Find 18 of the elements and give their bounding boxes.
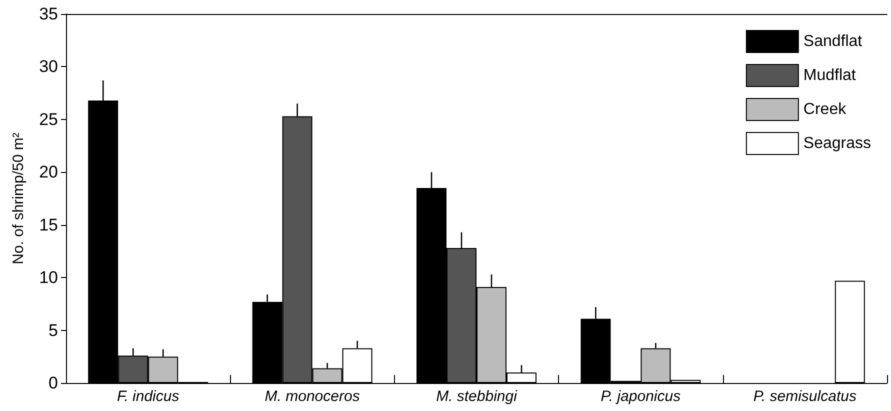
y-tick-label: 25 <box>39 110 58 129</box>
legend-label: Creek <box>803 101 848 118</box>
y-tick-label: 30 <box>39 57 58 76</box>
x-tick-label: F. indicus <box>116 388 180 405</box>
y-tick-label: 10 <box>39 268 58 288</box>
y-tick-label: 35 <box>39 4 58 24</box>
x-tick-label: P. semisulcatus <box>753 388 857 405</box>
x-tick-label: M. stebbingi <box>436 388 518 405</box>
y-tick-label: 0 <box>48 374 58 392</box>
y-tick-label: 20 <box>39 162 58 182</box>
y-axis-title: No. of shrimp/50 m² <box>10 132 27 264</box>
x-tick-label: M. monoceros <box>264 388 360 405</box>
legend-label: Mudflat <box>803 67 856 84</box>
legend-label: Sandflat <box>803 33 863 50</box>
y-tick-label: 5 <box>48 320 58 340</box>
legend-label: Seagrass <box>803 135 871 152</box>
y-tick-label: 15 <box>39 215 58 234</box>
x-tick-label: P. japonicus <box>600 388 682 405</box>
